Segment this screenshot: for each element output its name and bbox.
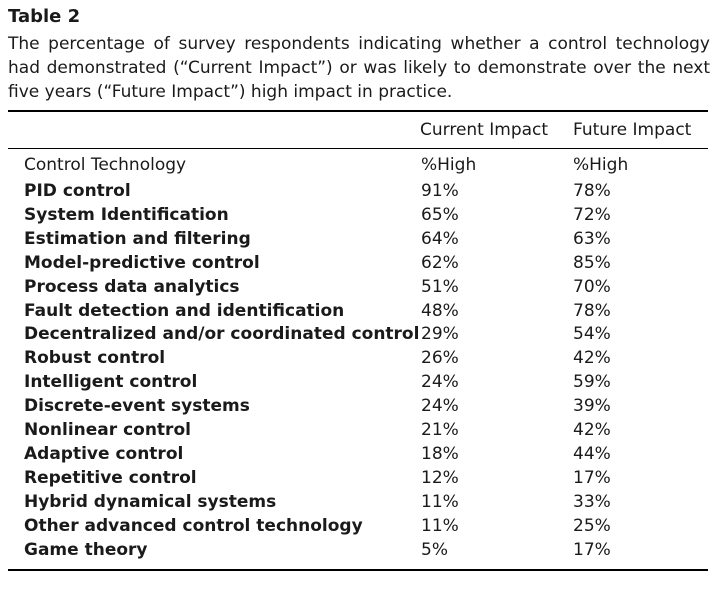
future-impact-cell: 42% (573, 348, 611, 369)
future-impact-cell: 39% (573, 396, 611, 417)
current-impact-cell: 26% (421, 348, 459, 369)
current-impact-cell: 18% (421, 443, 459, 464)
top-rule (8, 110, 708, 112)
column-header-current-impact: Current Impact (420, 120, 549, 140)
table-row: Process data analytics 51% 70% (0, 275, 720, 299)
control-technology-cell: Estimation and filtering (24, 228, 251, 249)
table-row: Robust control 26% 42% (0, 346, 720, 370)
future-impact-cell: 17% (573, 539, 611, 560)
future-impact-cell: 63% (573, 228, 611, 249)
control-technology-cell: Other advanced control technology (24, 515, 363, 536)
future-impact-cell: 72% (573, 204, 611, 225)
current-impact-cell: 29% (421, 324, 459, 345)
current-impact-cell: 48% (421, 300, 459, 321)
table-caption: The percentage of survey respondents ind… (8, 34, 710, 102)
future-impact-cell: 54% (573, 324, 611, 345)
future-impact-cell: 17% (573, 467, 611, 488)
table-row: Other advanced control technology 11% 25% (0, 514, 720, 538)
bottom-rule (8, 569, 708, 571)
current-impact-cell: 11% (421, 491, 459, 512)
control-technology-cell: PID control (24, 181, 131, 201)
future-impact-cell: 44% (573, 443, 611, 464)
current-impact-cell: 24% (421, 396, 459, 417)
future-impact-cell: 70% (573, 276, 611, 297)
table-row: Estimation and filtering 64% 63% (0, 227, 720, 251)
table-row: PID control 91% 78% (0, 179, 720, 203)
current-impact-cell: 64% (421, 228, 459, 249)
header-rule (8, 148, 708, 149)
control-technology-cell: Nonlinear control (24, 420, 191, 440)
table-label: Table 2 (8, 6, 81, 27)
table-row: Decentralized and/or coordinated control… (0, 322, 720, 346)
current-impact-cell: 21% (421, 420, 459, 440)
table-row: System Identification 65% 72% (0, 203, 720, 227)
control-technology-cell: Intelligent control (24, 372, 198, 393)
future-impact-cell: 33% (573, 491, 611, 512)
current-impact-cell: 24% (421, 372, 459, 393)
current-impact-cell: 65% (421, 204, 459, 225)
control-technology-cell: Model-predictive control (24, 252, 260, 273)
current-impact-cell: 91% (421, 181, 459, 201)
future-impact-cell: 78% (573, 300, 611, 321)
current-impact-cell: 62% (421, 252, 459, 273)
future-impact-cell: 78% (573, 181, 611, 201)
table-row: Hybrid dynamical systems 11% 33% (0, 490, 720, 514)
subheader-current-high: %High (421, 155, 477, 175)
table-row: Repetitive control 12% 17% (0, 466, 720, 490)
control-technology-cell: Hybrid dynamical systems (24, 491, 277, 512)
control-technology-cell: Fault detection and identification (24, 300, 345, 321)
table-row: Discrete-event systems 24% 39% (0, 394, 720, 418)
subheader-row: Control Technology %High %High (0, 155, 720, 179)
control-technology-cell: System Identification (24, 204, 229, 225)
subheader-control-technology: Control Technology (24, 155, 187, 175)
table-row: Fault detection and identification 48% 78% (0, 299, 720, 323)
future-impact-cell: 25% (573, 515, 611, 536)
control-technology-cell: Process data analytics (24, 276, 240, 297)
table-row: Adaptive control 18% 44% (0, 442, 720, 466)
subheader-future-high: %High (573, 155, 629, 175)
table-row: Game theory 5% 17% (0, 538, 720, 562)
current-impact-cell: 51% (421, 276, 459, 297)
control-technology-cell: Discrete-event systems (24, 396, 250, 417)
control-technology-cell: Adaptive control (24, 443, 184, 464)
future-impact-cell: 59% (573, 372, 611, 393)
current-impact-cell: 12% (421, 467, 459, 488)
table-row: Model-predictive control 62% 85% (0, 251, 720, 275)
current-impact-cell: 11% (421, 515, 459, 536)
future-impact-cell: 42% (573, 420, 611, 440)
column-header-future-impact: Future Impact (573, 120, 692, 140)
control-technology-cell: Robust control (24, 348, 166, 369)
current-impact-cell: 5% (421, 539, 448, 560)
table-row: Nonlinear control 21% 42% (0, 418, 720, 442)
control-technology-cell: Decentralized and/or coordinated control (24, 324, 420, 345)
future-impact-cell: 85% (573, 252, 611, 273)
table-row: Intelligent control 24% 59% (0, 370, 720, 394)
control-technology-cell: Repetitive control (24, 467, 197, 488)
control-technology-cell: Game theory (24, 539, 148, 560)
